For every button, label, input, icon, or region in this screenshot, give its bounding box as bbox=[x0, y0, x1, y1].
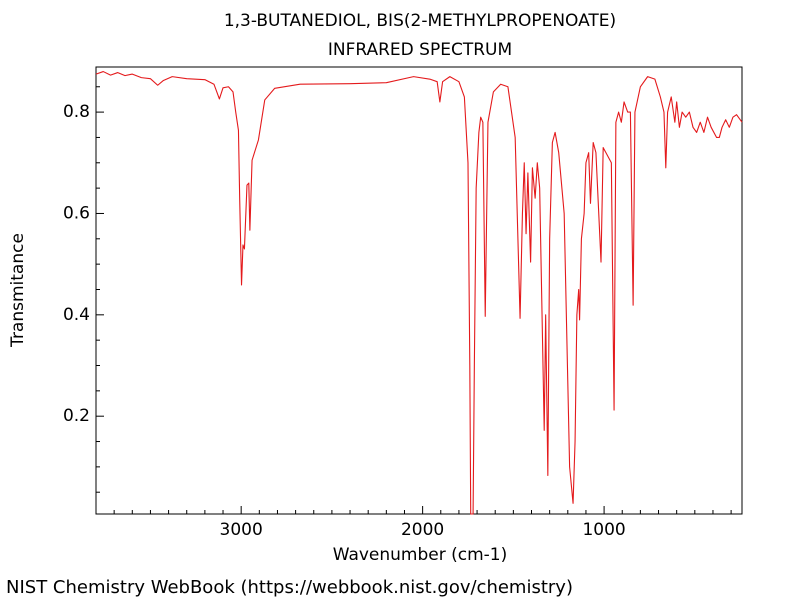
chart-title: 1,3-BUTANEDIOL, BIS(2-METHYLPROPENOATE) bbox=[224, 11, 616, 31]
x-tick-label: 2000 bbox=[401, 520, 444, 540]
y-tick-label: 0.4 bbox=[63, 305, 90, 325]
spectrum-line bbox=[95, 71, 743, 515]
y-tick-label: 0.2 bbox=[63, 406, 90, 426]
x-tick-label: 3000 bbox=[220, 520, 263, 540]
plot-frame bbox=[95, 66, 743, 515]
y-tick-label: 0.6 bbox=[63, 203, 90, 223]
y-tick-label: 0.8 bbox=[63, 102, 90, 122]
chart-subtitle: INFRARED SPECTRUM bbox=[328, 40, 512, 60]
y-axis-label: Transmitance bbox=[8, 233, 28, 348]
x-tick-label: 1000 bbox=[582, 520, 625, 540]
x-axis-label: Wavenumber (cm-1) bbox=[333, 545, 508, 565]
footer: NIST Chemistry WebBook (https://webbook.… bbox=[6, 577, 573, 598]
